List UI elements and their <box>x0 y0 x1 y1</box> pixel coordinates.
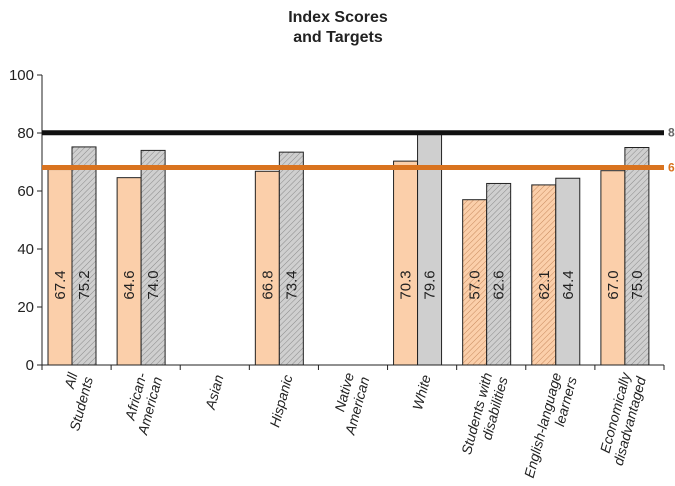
bar-value-label: 70.3 <box>398 270 415 299</box>
chart-title-line: Index Scores <box>288 9 388 26</box>
y-tick-label: 100 <box>9 67 34 84</box>
bar-value-label: 75.2 <box>76 270 93 299</box>
y-tick-label: 40 <box>17 241 34 258</box>
bar-series1 <box>47 169 73 366</box>
category-label: White <box>409 373 434 412</box>
category-label: Asian <box>202 373 227 412</box>
category-label-line: Hispanic <box>266 373 295 429</box>
bar-value-label: 75.0 <box>629 270 646 299</box>
y-tick-label: 60 <box>17 183 34 200</box>
bar-value-label: 62.1 <box>536 270 553 299</box>
category-label: African-American <box>121 371 165 438</box>
bar-series2 <box>486 182 512 366</box>
category-label: Hispanic <box>266 373 295 429</box>
bar-value-label: 74.0 <box>145 270 162 299</box>
bar-series2 <box>555 177 581 366</box>
bar-value-label: 73.4 <box>283 270 300 299</box>
chart-title: Index Scores and Targets <box>288 9 388 46</box>
category-label-line: All <box>61 370 81 391</box>
bar-value-label: 57.0 <box>467 270 484 299</box>
bar-series2 <box>278 151 304 366</box>
bar-series1 <box>393 160 419 366</box>
bar-series2 <box>417 133 443 366</box>
bar-series2 <box>624 147 650 366</box>
category-label-line: White <box>409 373 434 412</box>
category-label-line: Asian <box>202 373 227 412</box>
bar-series1 <box>531 184 557 366</box>
reference-line-label: 68.1 <box>668 161 675 175</box>
y-tick-label: 0 <box>26 357 34 374</box>
bar-value-label: 67.4 <box>52 270 69 299</box>
bar-value-label: 67.0 <box>605 270 622 299</box>
bar-series1 <box>600 170 626 366</box>
bar-value-label: 64.4 <box>560 270 577 299</box>
bar-series1 <box>254 170 280 366</box>
bar-series2 <box>71 146 97 366</box>
reference-lines: 80.1 68.1 <box>42 126 675 175</box>
bar-value-label: 62.6 <box>491 270 508 299</box>
bar-series2 <box>140 149 166 366</box>
y-tick-label: 20 <box>17 299 34 316</box>
bars <box>47 133 650 366</box>
bar-value-label: 66.8 <box>259 270 276 299</box>
reference-line-label: 80.1 <box>668 126 675 140</box>
bar-value-label: 64.6 <box>121 270 138 299</box>
bar-value-label: 79.6 <box>422 270 439 299</box>
y-tick-label: 80 <box>17 125 34 142</box>
chart-title-line: and Targets <box>293 29 383 46</box>
